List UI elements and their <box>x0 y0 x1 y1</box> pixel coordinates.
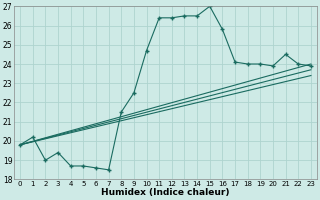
X-axis label: Humidex (Indice chaleur): Humidex (Indice chaleur) <box>101 188 230 197</box>
